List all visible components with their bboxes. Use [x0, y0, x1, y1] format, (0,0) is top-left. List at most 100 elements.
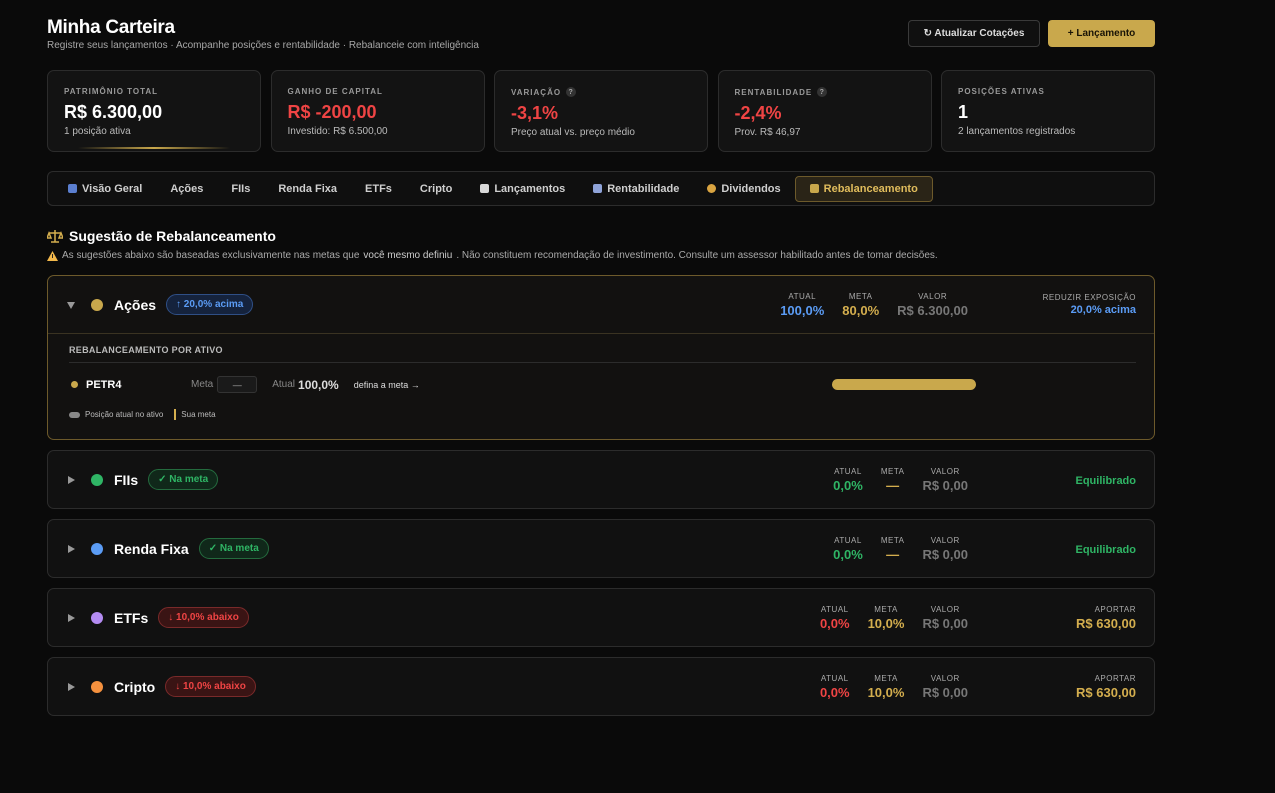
card: VARIAÇÃO? -3,1% Preço atual vs. preço mé… — [494, 70, 708, 152]
stat-label: VALOR — [930, 673, 960, 683]
stat-label: ATUAL — [834, 535, 862, 545]
atual-value: 100,0% — [298, 377, 339, 392]
tab[interactable]: Renda Fixa — [278, 182, 338, 195]
status-badge: ✓ Na meta — [198, 538, 269, 559]
tab[interactable]: ETFs — [365, 182, 392, 195]
status-badge: ↓ 10,0% abaixo — [165, 676, 256, 697]
page-title: Minha Carteira — [47, 17, 175, 38]
action-label: REDUZIR EXPOSIÇÃO — [1042, 293, 1136, 302]
card-label-row: VARIAÇÃO? — [511, 87, 691, 97]
action-value: R$ 630,00 — [1076, 684, 1136, 700]
section-title-row: Sugestão de Rebalanceamento — [47, 228, 276, 244]
asset-dot — [71, 381, 78, 388]
stat: META 10,0% — [868, 605, 905, 631]
stat-value: 0,0% — [819, 615, 850, 631]
tab[interactable]: Dividendos — [693, 176, 794, 202]
card: GANHO DE CAPITAL R$ -200,00 Investido: R… — [270, 70, 485, 152]
stat: META — — [881, 467, 905, 493]
detail-heading: REBALANCEAMENTO POR ATIVO — [69, 345, 1136, 363]
section-title: Sugestão de Rebalanceamento — [69, 228, 276, 244]
card-label: GANHO DE CAPITAL — [287, 87, 383, 96]
action: REDUZIR EXPOSIÇÃO 20,0% acima — [986, 293, 1136, 316]
group: Cripto ↓ 10,0% abaixo ATUAL 0,0% META 10,0… — [47, 657, 1155, 716]
asset-ticker: PETR4 — [86, 378, 122, 391]
stat: VALOR R$ 0,00 — [922, 674, 968, 700]
card-label: PATRIMÔNIO TOTAL — [64, 87, 159, 96]
group-header[interactable]: Cripto ↓ 10,0% abaixo ATUAL 0,0% META 10,0… — [48, 658, 1154, 715]
tab-bar: Visão Geral Ações FIIs Renda Fixa ETFs C… — [47, 171, 1155, 206]
card: PATRIMÔNIO TOTAL R$ 6.300,00 1 posição a… — [47, 70, 261, 152]
card-label: POSIÇÕES ATIVAS — [958, 87, 1045, 96]
tab[interactable]: Cripto — [419, 182, 453, 195]
card-value: 1 — [958, 102, 969, 122]
set-goal-link[interactable]: defina a meta → — [353, 379, 420, 390]
stat: VALOR R$ 0,00 — [922, 605, 968, 631]
group-header[interactable]: Renda Fixa ✓ Na meta ATUAL 0,0% META — VAL… — [48, 520, 1154, 577]
card-value: R$ -200,00 — [287, 102, 377, 122]
class-dot — [91, 542, 103, 555]
stat: ATUAL 0,0% — [820, 605, 850, 631]
tab-label: Lançamentos — [494, 182, 566, 195]
tab[interactable]: Ações — [170, 182, 204, 195]
help-icon[interactable]: ? — [817, 87, 828, 97]
stat-value: R$ 0,00 — [922, 477, 968, 493]
group-header[interactable]: FIIs ✓ Na meta ATUAL 0,0% META — VALOR R$ 0… — [48, 451, 1154, 508]
action-value: R$ 630,00 — [1076, 615, 1136, 631]
class-dot — [91, 473, 103, 486]
action-label: APORTAR — [1094, 673, 1136, 683]
stat-label: META — [880, 535, 905, 545]
stat-value: 0,0% — [833, 477, 863, 493]
group: FIIs ✓ Na meta ATUAL 0,0% META — VALOR R$ 0… — [47, 450, 1155, 509]
tab[interactable]: FIIs — [231, 182, 251, 195]
stat-label: ATUAL — [788, 291, 817, 301]
stat-value: 0,0% — [833, 546, 863, 562]
expand-icon — [68, 544, 75, 553]
tab[interactable]: Rentabilidade — [579, 176, 693, 202]
tab-active[interactable]: Rebalanceamento — [794, 175, 933, 202]
asset-ticker-wrap: PETR4 — [71, 379, 191, 391]
action: Equilibrado — [986, 473, 1137, 487]
refresh-button[interactable]: ↻ Atualizar Cotações — [908, 20, 1040, 47]
stat-value: — — [886, 546, 900, 562]
stat-label: META — [874, 604, 898, 614]
stat-label: META — [848, 291, 873, 301]
stat: VALOR R$ 6.300,00 — [897, 292, 968, 318]
card-label-row: RENTABILIDADE? — [735, 87, 915, 97]
group: Ações ↑ 20,0% acima ATUAL 100,0% META 80,0… — [47, 275, 1155, 440]
group-detail: REBALANCEAMENTO POR ATIVO PETR4 Meta — A… — [48, 333, 1154, 439]
meta-input[interactable]: — — [217, 376, 258, 393]
status-badge: ↑ 20,0% acima — [166, 294, 254, 315]
group-header[interactable]: ETFs ↓ 10,0% abaixo ATUAL 0,0% META 10,0% … — [48, 589, 1154, 646]
stat-label: META — [874, 673, 898, 683]
tab-label: Dividendos — [721, 182, 781, 195]
expand-icon — [68, 475, 75, 484]
action-value: 20,0% acima — [1070, 304, 1136, 316]
help-icon[interactable]: ? — [566, 87, 577, 97]
group-stats: ATUAL 0,0% META — VALOR R$ 0,00 Equilibrado — [833, 536, 1136, 562]
tab[interactable]: Lançamentos — [466, 176, 579, 202]
group-stats: ATUAL 100,0% META 80,0% VALOR R$ 6.300,00 R… — [780, 292, 1136, 318]
legend-swatch — [174, 409, 177, 420]
status-badge: ↓ 10,0% abaixo — [158, 607, 249, 628]
stat-label: ATUAL — [834, 466, 862, 476]
card-value: -3,1% — [511, 103, 559, 123]
tab-icon — [809, 184, 819, 193]
stat-label: VALOR — [930, 535, 960, 545]
legend-swatch — [69, 411, 80, 418]
card-glow — [78, 147, 230, 149]
action: APORTAR R$ 630,00 — [986, 674, 1136, 700]
group-header[interactable]: Ações ↑ 20,0% acima ATUAL 100,0% META 80,0… — [48, 276, 1154, 333]
class-dot — [91, 298, 103, 311]
stat-value: 100,0% — [780, 302, 825, 318]
tab-icon — [480, 184, 490, 193]
add-button[interactable]: + Lançamento — [1048, 20, 1155, 47]
card-label: VARIAÇÃO — [511, 87, 562, 97]
stat-label: VALOR — [930, 466, 960, 476]
class-dot — [91, 611, 103, 624]
card-sub: Prov. R$ 46,97 — [734, 127, 801, 138]
tab-label: Rebalanceamento — [823, 182, 918, 195]
group-name: Ações — [114, 296, 157, 313]
tab[interactable]: Visão Geral — [54, 176, 156, 202]
stat-label: META — [880, 466, 905, 476]
